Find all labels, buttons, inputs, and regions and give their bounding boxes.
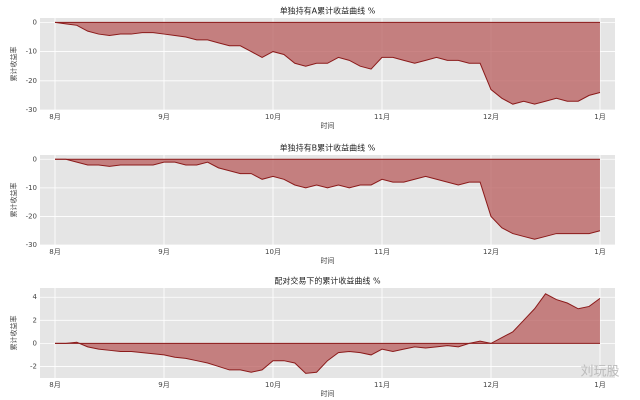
- y-tick-label: 4: [33, 293, 38, 301]
- x-tick-label: 9月: [158, 381, 169, 389]
- line: [55, 293, 601, 374]
- x-tick-label: 12月: [483, 381, 499, 389]
- x-tick-label: 8月: [49, 381, 60, 389]
- y-tick-label: -10: [26, 48, 37, 56]
- x-tick-label: 11月: [374, 381, 390, 389]
- area: [55, 293, 600, 374]
- x-tick-label: 10月: [265, 248, 281, 256]
- y-tick-label: -20: [26, 212, 37, 220]
- y-tick-label: 0: [33, 339, 37, 347]
- x-axis-label: 时间: [321, 389, 335, 398]
- x-tick-label: 12月: [483, 248, 499, 256]
- area: [55, 22, 600, 105]
- x-tick-label: 1月: [594, 113, 605, 121]
- x-tick-label: 1月: [594, 248, 605, 256]
- y-tick-label: 0: [33, 18, 37, 26]
- x-tick-label: 9月: [158, 248, 169, 256]
- y-tick-label: 2: [33, 316, 37, 324]
- y-tick-label: -10: [26, 184, 37, 192]
- line: [54, 21, 601, 105]
- chart-title: 配对交易下的累计收益曲线 %: [274, 276, 381, 286]
- y-tick-label: -20: [26, 77, 37, 85]
- y-tick-label: -30: [26, 241, 37, 249]
- y-axis-label: 累计收益率: [9, 316, 18, 351]
- y-tick-label: 0: [33, 155, 37, 163]
- x-axis-label: 时间: [321, 256, 335, 265]
- y-tick-label: -2: [30, 362, 37, 370]
- watermark: 刘玩股: [580, 365, 619, 380]
- x-tick-label: 11月: [374, 113, 390, 121]
- x-tick-label: 12月: [483, 113, 499, 121]
- y-axis-label: 累计收益率: [9, 47, 18, 82]
- x-tick-label: 9月: [158, 113, 169, 121]
- x-tick-label: 11月: [374, 248, 390, 256]
- x-tick-label: 10月: [265, 113, 281, 121]
- x-tick-label: 1月: [594, 381, 605, 389]
- line: [55, 158, 601, 240]
- chart-title: 单独持有A累计收益曲线 %: [280, 6, 376, 16]
- x-tick-label: 8月: [49, 113, 60, 121]
- chart-title: 单独持有B累计收益曲线 %: [280, 143, 376, 153]
- y-axis-label: 累计收益率: [9, 183, 18, 218]
- x-axis-label: 时间: [321, 121, 335, 130]
- y-tick-label: -30: [26, 106, 37, 114]
- area: [55, 159, 600, 240]
- x-tick-label: 8月: [49, 248, 60, 256]
- x-tick-label: 10月: [265, 381, 281, 389]
